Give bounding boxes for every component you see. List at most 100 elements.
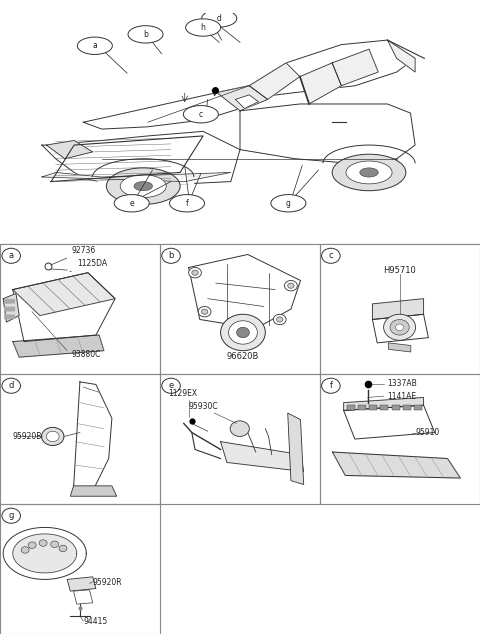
- Circle shape: [77, 37, 112, 55]
- Polygon shape: [332, 49, 378, 86]
- Circle shape: [390, 320, 409, 335]
- Text: h: h: [201, 23, 205, 32]
- Polygon shape: [372, 299, 423, 320]
- Polygon shape: [387, 40, 415, 72]
- Text: 93880C: 93880C: [72, 350, 101, 359]
- Text: 95920R: 95920R: [93, 578, 122, 586]
- Text: d: d: [217, 14, 222, 23]
- Circle shape: [186, 19, 221, 36]
- Polygon shape: [344, 405, 435, 439]
- Circle shape: [288, 283, 294, 288]
- Circle shape: [107, 168, 180, 204]
- Polygon shape: [369, 405, 377, 410]
- Circle shape: [202, 309, 208, 314]
- Text: 95910: 95910: [416, 428, 440, 437]
- Circle shape: [322, 378, 340, 393]
- Polygon shape: [84, 86, 263, 129]
- Polygon shape: [221, 442, 304, 472]
- Polygon shape: [403, 405, 411, 410]
- Text: f: f: [186, 199, 188, 208]
- Circle shape: [192, 270, 198, 275]
- Circle shape: [162, 249, 180, 263]
- Polygon shape: [47, 141, 93, 158]
- Circle shape: [230, 421, 249, 436]
- Circle shape: [28, 542, 36, 548]
- Polygon shape: [372, 314, 428, 343]
- Polygon shape: [235, 95, 258, 108]
- Polygon shape: [3, 294, 19, 322]
- Circle shape: [202, 10, 237, 27]
- Polygon shape: [42, 104, 433, 186]
- Text: d: d: [9, 381, 14, 391]
- Text: g: g: [9, 511, 14, 521]
- Circle shape: [120, 175, 166, 198]
- Circle shape: [189, 268, 202, 278]
- Polygon shape: [217, 86, 268, 111]
- Polygon shape: [73, 382, 112, 491]
- Polygon shape: [3, 527, 86, 579]
- Text: a: a: [93, 41, 97, 50]
- Polygon shape: [13, 273, 115, 342]
- Circle shape: [276, 317, 283, 322]
- Text: 95920B: 95920B: [13, 432, 42, 441]
- Text: 1125DA: 1125DA: [70, 259, 107, 272]
- Circle shape: [42, 427, 64, 446]
- Polygon shape: [333, 452, 460, 478]
- Circle shape: [322, 249, 340, 263]
- Text: b: b: [168, 251, 174, 261]
- Circle shape: [332, 154, 406, 191]
- Circle shape: [285, 280, 297, 291]
- Circle shape: [221, 314, 265, 351]
- Circle shape: [39, 540, 47, 547]
- Text: 1337AB: 1337AB: [387, 378, 417, 387]
- Circle shape: [198, 306, 211, 317]
- Circle shape: [59, 545, 67, 552]
- Text: H95710: H95710: [383, 266, 416, 275]
- Polygon shape: [13, 273, 115, 316]
- Text: 96620B: 96620B: [227, 352, 259, 361]
- Polygon shape: [189, 254, 300, 328]
- Polygon shape: [388, 343, 411, 352]
- Circle shape: [237, 327, 249, 338]
- Circle shape: [128, 26, 163, 43]
- Text: 92736: 92736: [50, 246, 96, 265]
- Polygon shape: [288, 413, 304, 484]
- Text: 94415: 94415: [83, 616, 108, 626]
- Text: g: g: [286, 199, 291, 208]
- Polygon shape: [5, 307, 14, 311]
- Circle shape: [183, 106, 218, 123]
- Circle shape: [134, 181, 153, 191]
- Text: 95930C: 95930C: [189, 402, 218, 411]
- Text: a: a: [9, 251, 14, 261]
- Text: e: e: [130, 199, 134, 208]
- Polygon shape: [42, 131, 240, 186]
- Polygon shape: [240, 104, 415, 164]
- Text: c: c: [199, 110, 203, 119]
- Circle shape: [2, 508, 21, 523]
- Circle shape: [2, 378, 21, 393]
- Text: c: c: [328, 251, 333, 261]
- Polygon shape: [249, 63, 300, 100]
- Circle shape: [114, 195, 149, 212]
- Polygon shape: [358, 405, 366, 410]
- Circle shape: [51, 541, 59, 548]
- Circle shape: [271, 195, 306, 212]
- Circle shape: [47, 431, 59, 442]
- Polygon shape: [392, 405, 399, 410]
- Polygon shape: [300, 63, 341, 104]
- Polygon shape: [13, 534, 77, 573]
- Polygon shape: [344, 398, 423, 410]
- Circle shape: [21, 547, 29, 553]
- Polygon shape: [381, 405, 388, 410]
- Circle shape: [273, 314, 286, 325]
- Polygon shape: [73, 590, 93, 604]
- Polygon shape: [414, 405, 422, 410]
- Polygon shape: [93, 177, 194, 184]
- Circle shape: [384, 314, 416, 340]
- Circle shape: [228, 321, 257, 344]
- Polygon shape: [5, 315, 14, 319]
- Text: 1141AE: 1141AE: [387, 392, 416, 401]
- Circle shape: [162, 378, 180, 393]
- Polygon shape: [217, 40, 415, 100]
- Polygon shape: [71, 486, 117, 496]
